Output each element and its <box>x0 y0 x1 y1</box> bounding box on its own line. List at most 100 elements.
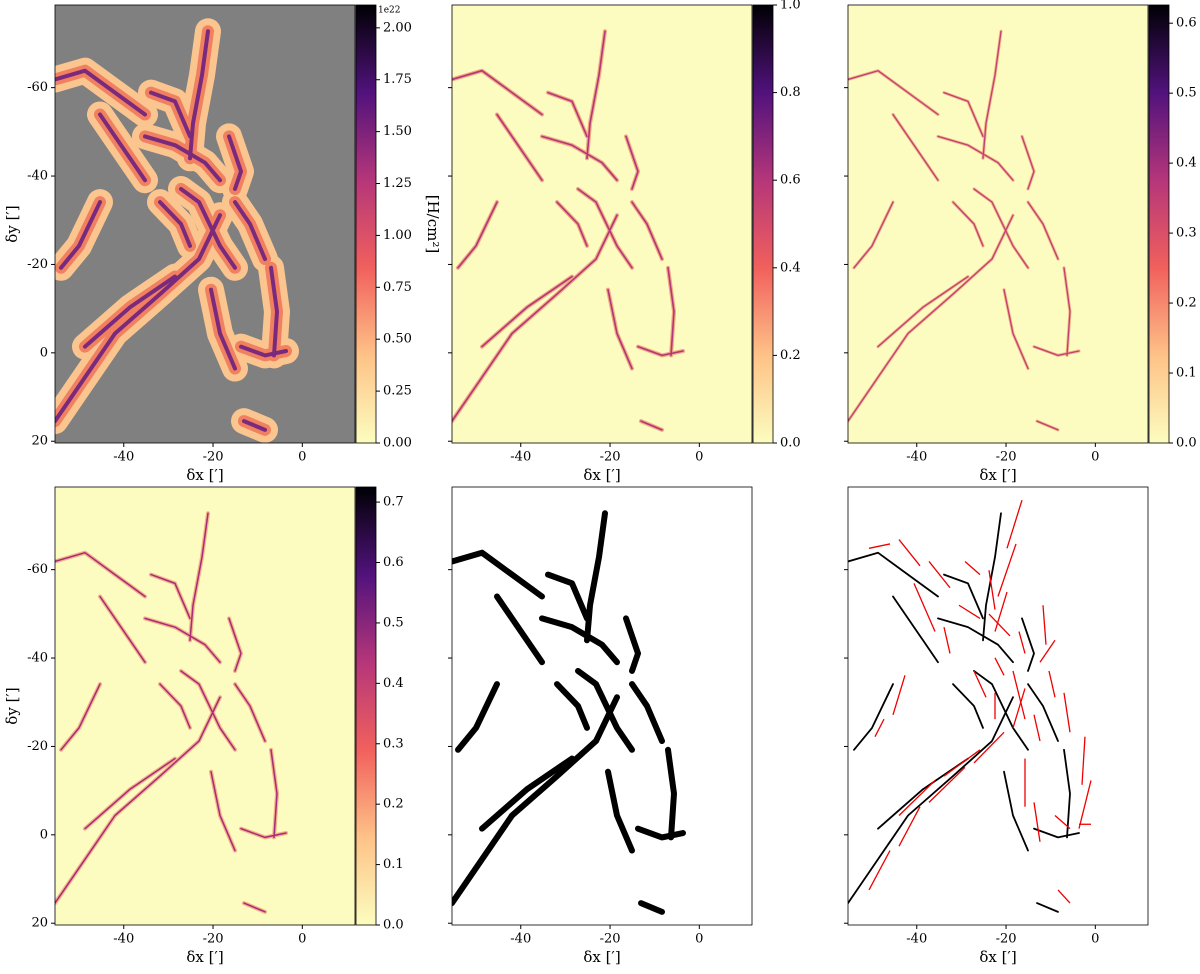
filament <box>1021 617 1035 672</box>
filament <box>629 681 665 745</box>
colorbar <box>1148 4 1170 444</box>
colorbar-tick-label: 1.0 <box>780 0 801 13</box>
colorbar-tick-label: 0.6 <box>780 173 801 188</box>
image <box>848 499 1092 913</box>
x-tick-label: -40 <box>113 932 134 947</box>
filament <box>1036 902 1059 913</box>
branch <box>964 560 981 576</box>
branch <box>868 543 891 549</box>
filament <box>541 135 618 181</box>
branch <box>1048 670 1056 698</box>
filament <box>848 214 1014 422</box>
colorbar-tick-label: 0.0 <box>780 436 801 451</box>
filament <box>1063 748 1071 839</box>
branch <box>1054 815 1071 830</box>
x-tick-label: -20 <box>203 932 224 947</box>
colorbar <box>752 4 774 444</box>
filament <box>853 683 894 751</box>
branch <box>943 627 951 654</box>
y-tick-label: -60 <box>27 562 48 577</box>
filament <box>455 681 500 753</box>
colorbar-tick-label: 0.6 <box>383 555 404 570</box>
branch <box>898 779 936 816</box>
colorbar-tick-label: 0.1 <box>383 857 404 872</box>
filament <box>270 749 278 839</box>
y-tick-label: -60 <box>27 80 48 95</box>
filament <box>937 135 1014 181</box>
x-axis-label: δx [′] <box>979 948 1016 966</box>
filament <box>577 188 633 269</box>
branch <box>943 749 981 777</box>
filament <box>1003 770 1029 852</box>
filament <box>144 617 221 663</box>
branch <box>1057 889 1071 904</box>
filament <box>496 113 543 181</box>
filament <box>233 200 267 262</box>
filament <box>623 615 641 674</box>
axes-frame <box>54 486 356 926</box>
filament <box>234 683 266 742</box>
colorbar-tick-label: 1.00 <box>383 228 412 243</box>
filament <box>481 275 573 348</box>
panel: -40 -20 0 δx [′] <box>844 486 1149 966</box>
colorbar-tick-label: 0.8 <box>780 85 801 100</box>
filament <box>242 419 267 432</box>
filament <box>1036 420 1059 431</box>
filament <box>952 683 984 729</box>
x-tick-label: -20 <box>600 932 621 947</box>
x-tick-label: -40 <box>906 932 927 947</box>
filament <box>937 617 1014 664</box>
branch <box>928 766 966 803</box>
colorbar-tick-label: 1.75 <box>383 72 412 87</box>
y-tick-label: -20 <box>27 257 48 272</box>
y-tick-label: -40 <box>27 169 48 184</box>
y-tick-label: 20 <box>31 916 48 931</box>
y-tick-label: 20 <box>31 434 48 449</box>
filament <box>189 512 209 642</box>
x-axis-label: δx [′] <box>186 948 223 966</box>
image <box>452 510 686 915</box>
branch <box>994 657 1005 676</box>
branch <box>1012 688 1026 729</box>
filament <box>973 188 1029 269</box>
filament <box>55 696 221 904</box>
branch <box>874 718 885 737</box>
colorbar-offset: 1e22 <box>378 6 401 16</box>
filament <box>952 201 984 247</box>
filament <box>943 573 984 620</box>
filament <box>1027 683 1059 742</box>
filament <box>55 68 147 117</box>
filament <box>631 201 663 260</box>
branch <box>1078 780 1092 829</box>
x-axis-label: δx [′] <box>583 948 620 966</box>
colorbar-tick-label: 0.2 <box>1176 296 1197 311</box>
branch <box>913 583 936 632</box>
x-tick-label: 0 <box>298 450 306 465</box>
filament <box>55 213 222 424</box>
filament <box>1033 345 1080 357</box>
colorbar-tick-label: 0.0 <box>383 918 404 933</box>
filament <box>848 696 1014 904</box>
filament <box>547 91 588 138</box>
filament <box>457 201 498 269</box>
colorbar-tick-label: 0.4 <box>383 676 404 691</box>
y-tick-label: -20 <box>27 739 48 754</box>
filament <box>539 615 620 666</box>
colorbar-tick-label: 2.00 <box>383 20 412 35</box>
filament <box>210 770 236 852</box>
x-axis-label: δx [′] <box>979 466 1016 484</box>
colorbar-tick-label: 0.2 <box>780 348 801 363</box>
x-tick-label: 0 <box>695 932 703 947</box>
filament <box>143 134 222 183</box>
image <box>848 29 1081 432</box>
filament <box>239 344 288 358</box>
branch <box>994 591 1008 632</box>
branch <box>988 570 996 610</box>
x-tick-label: -20 <box>996 450 1017 465</box>
colorbar-tick-label: 0.6 <box>1176 16 1197 31</box>
colorbar-tick-label: 0.00 <box>383 436 412 451</box>
panel: -40 -20 0 -60 -40 -20 0 20 δx [′] δy [′] 0.0 0.1 0.2… <box>3 486 404 966</box>
filament <box>60 683 101 751</box>
filament <box>877 275 969 348</box>
